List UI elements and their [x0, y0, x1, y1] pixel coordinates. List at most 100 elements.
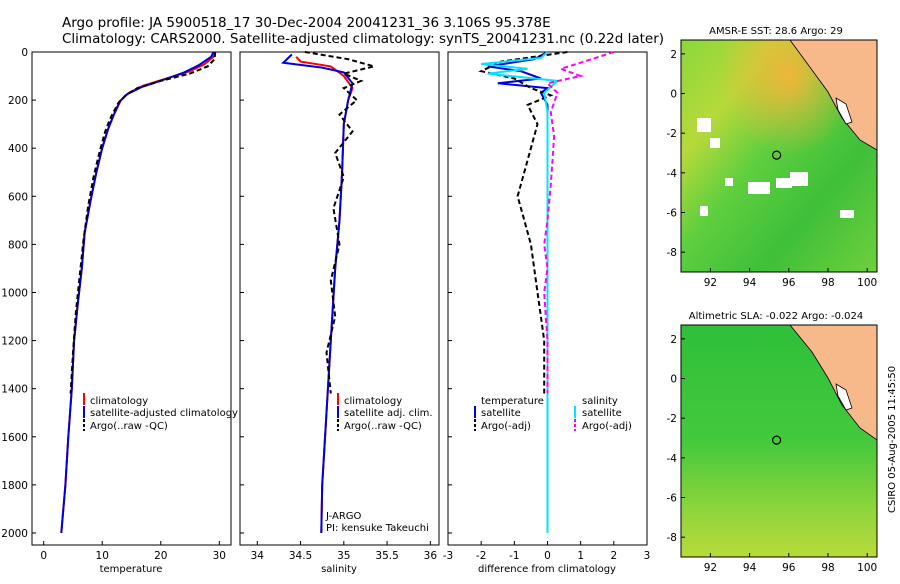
temperature-legend: climatology satellite-adjusted climatolo… — [83, 393, 238, 432]
depth-tick-label: 600 — [8, 191, 28, 203]
x-tick-label: 2 — [610, 550, 617, 562]
salinity-x-axis: 34 34.5 35 35.5 36 — [251, 541, 438, 562]
depth-axis: 0 200 400 600 800 1000 1200 1400 1600 1800 2000 — [1, 47, 452, 540]
map-x-tick-label: 92 — [704, 562, 717, 574]
map-y-tick-label: -4 — [667, 453, 678, 465]
series-line — [481, 51, 560, 533]
map-x-tick-label: 96 — [782, 277, 796, 289]
series-line — [60, 51, 216, 534]
sst-map-y-axis: 2 0 -2 -4 -6 -8 — [667, 49, 685, 259]
map-y-tick-label: -8 — [667, 247, 677, 259]
series-line — [281, 53, 354, 534]
temperature-x-axis: 0 10 20 30 — [40, 541, 226, 562]
map-x-tick-label: 94 — [743, 277, 757, 289]
map-y-tick-label: -4 — [667, 168, 678, 180]
difference-legend: temperature satellite Argo(-adj) salinit… — [474, 396, 632, 432]
map-x-tick-label: 100 — [857, 562, 877, 574]
depth-tick-label: 1600 — [1, 432, 28, 444]
title-line-1: Argo profile: JA 5900518_17 30-Dec-2004 … — [62, 15, 551, 31]
x-tick-label: 30 — [213, 550, 226, 562]
difference-xlabel: difference from climatology — [478, 564, 616, 575]
depth-tick-label: 1800 — [1, 480, 28, 492]
x-tick-label: -1 — [509, 550, 519, 562]
depth-tick-label: 1000 — [1, 287, 28, 299]
legend-label-temp-satellite: satellite — [481, 408, 521, 419]
map-y-tick-label: 0 — [670, 89, 677, 101]
sla-map: Altimetric SLA: -0.022 Argo: -0.024 2 0 -2… — [667, 311, 878, 574]
x-tick-label: 0 — [40, 550, 47, 562]
x-tick-label: 36 — [424, 550, 438, 562]
salinity-xlabel: salinity — [321, 564, 357, 575]
sla-map-island — [835, 383, 853, 411]
x-tick-label: 0 — [544, 550, 551, 562]
legend-title-temperature: temperature — [481, 396, 544, 407]
depth-tick-label: 1200 — [1, 336, 28, 348]
sst-map-island — [835, 97, 853, 125]
legend-label-sal-argo: Argo(-adj) — [582, 421, 632, 432]
map-x-tick-label: 100 — [857, 277, 877, 289]
x-tick-label: 34.5 — [289, 550, 312, 562]
salinity-legend: climatology satellite adj. clim. Argo(..… — [337, 393, 433, 432]
series-line — [478, 51, 568, 394]
jargo-note: J-ARGO — [325, 511, 362, 522]
x-tick-label: 35.5 — [375, 550, 398, 562]
map-y-tick-label: 2 — [670, 49, 677, 61]
map-x-tick-label: 94 — [743, 562, 757, 574]
salinity-panel-frame — [239, 51, 440, 546]
depth-tick-label: 2000 — [1, 528, 28, 540]
map-y-tick-label: 2 — [670, 334, 677, 346]
sst-map-title: AMSR-E SST: 28.6 Argo: 29 — [709, 26, 843, 37]
legend-label-climatology: climatology — [344, 396, 402, 407]
temperature-panel-frame — [31, 51, 232, 546]
salinity-profiles — [281, 51, 375, 534]
difference-x-axis: -3 -2 -1 0 1 2 3 — [443, 541, 651, 562]
legend-label-climatology: climatology — [90, 396, 148, 407]
map-y-tick-label: -2 — [667, 413, 677, 425]
sla-map-y-axis: 2 0 -2 -4 -6 -8 — [667, 334, 685, 544]
legend-label-satellite: satellite-adjusted climatology — [90, 408, 238, 419]
depth-tick-label: 0 — [21, 47, 28, 59]
x-tick-label: -3 — [443, 550, 453, 562]
sla-float-marker — [772, 435, 782, 445]
map-x-tick-label: 98 — [821, 277, 834, 289]
sla-map-title: Altimetric SLA: -0.022 Argo: -0.024 — [689, 311, 864, 322]
map-x-tick-label: 92 — [704, 277, 717, 289]
series-line — [304, 51, 375, 394]
title-line-2: Climatology: CARS2000. Satellite-adjuste… — [62, 31, 664, 47]
depth-tick-label: 1400 — [1, 384, 28, 396]
temperature-xlabel: temperature — [100, 564, 163, 575]
map-x-tick-label: 96 — [782, 562, 796, 574]
legend-label-argo: Argo(..raw -QC) — [90, 421, 168, 432]
legend-label-temp-argo: Argo(-adj) — [481, 421, 531, 432]
sst-float-marker — [772, 150, 782, 160]
legend-label-argo: Argo(..raw -QC) — [344, 421, 422, 432]
series-line — [69, 51, 217, 394]
map-y-tick-label: -6 — [667, 493, 678, 505]
legend-label-satellite: satellite adj. clim. — [344, 408, 433, 419]
sst-map-frame — [680, 39, 878, 273]
legend-label-sal-satellite: satellite — [582, 408, 622, 419]
temperature-profiles — [60, 51, 217, 534]
x-tick-label: 35 — [337, 550, 350, 562]
x-tick-label: 3 — [644, 550, 651, 562]
depth-tick-label: 400 — [8, 143, 28, 155]
sst-map-cloud-gaps — [697, 118, 854, 218]
difference-profiles — [478, 51, 615, 533]
pi-note: PI: kensuke Takeuchi — [326, 523, 429, 534]
series-line — [487, 51, 551, 533]
map-y-tick-label: -6 — [667, 208, 678, 220]
series-line — [543, 51, 615, 394]
x-tick-label: 34 — [251, 550, 265, 562]
map-x-tick-label: 98 — [821, 562, 834, 574]
depth-tick-label: 800 — [8, 239, 28, 251]
x-tick-label: -2 — [476, 550, 486, 562]
map-y-tick-label: 0 — [670, 374, 677, 386]
sst-map: AMSR-E SST: 28.6 Argo: 29 20-2-4-6-8 92 9… — [667, 26, 878, 289]
x-tick-label: 10 — [96, 550, 109, 562]
sla-map-frame — [680, 324, 878, 558]
depth-tick-label: 200 — [8, 95, 28, 107]
map-y-tick-label: -8 — [667, 532, 677, 544]
timestamp-stamp: CSIRO 05-Aug-2005 11:45:50 — [887, 366, 898, 513]
legend-title-salinity: salinity — [582, 396, 618, 407]
